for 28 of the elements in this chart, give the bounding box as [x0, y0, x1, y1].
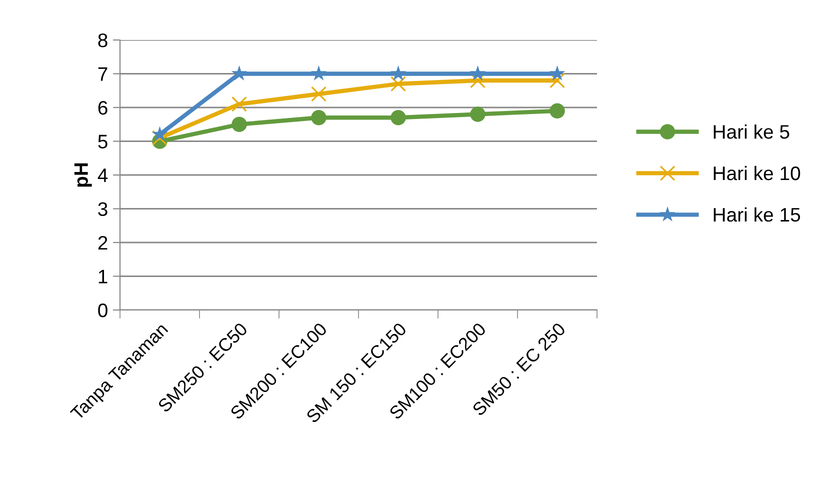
y-tick-label: 4 — [98, 168, 108, 182]
y-tick-label: 6 — [98, 100, 108, 115]
point — [310, 65, 327, 80]
y-tick-label: 8 — [98, 33, 108, 48]
legend-label: Hari ke 10 — [714, 166, 800, 180]
legend-label: Hari ke 15 — [714, 207, 800, 222]
point — [470, 106, 486, 122]
y-tick-label: 1 — [98, 270, 108, 284]
point — [152, 126, 168, 142]
point — [549, 65, 566, 80]
point — [390, 65, 406, 80]
point — [231, 96, 248, 112]
y-axis-title: pH — [74, 163, 92, 187]
point — [390, 110, 406, 126]
y-tick-label: 2 — [98, 236, 108, 250]
point — [549, 72, 566, 88]
legend-label: Hari ke 5 — [714, 124, 790, 139]
point — [232, 116, 247, 132]
y-tick-label: 0 — [98, 303, 108, 318]
point — [390, 76, 406, 92]
point — [310, 86, 327, 102]
point — [231, 65, 248, 80]
y-tick-label: 3 — [98, 202, 108, 216]
y-tick-label: 5 — [98, 134, 108, 148]
point — [470, 65, 486, 80]
y-tick-label: 7 — [98, 67, 108, 81]
point — [550, 103, 565, 119]
point — [311, 110, 326, 126]
